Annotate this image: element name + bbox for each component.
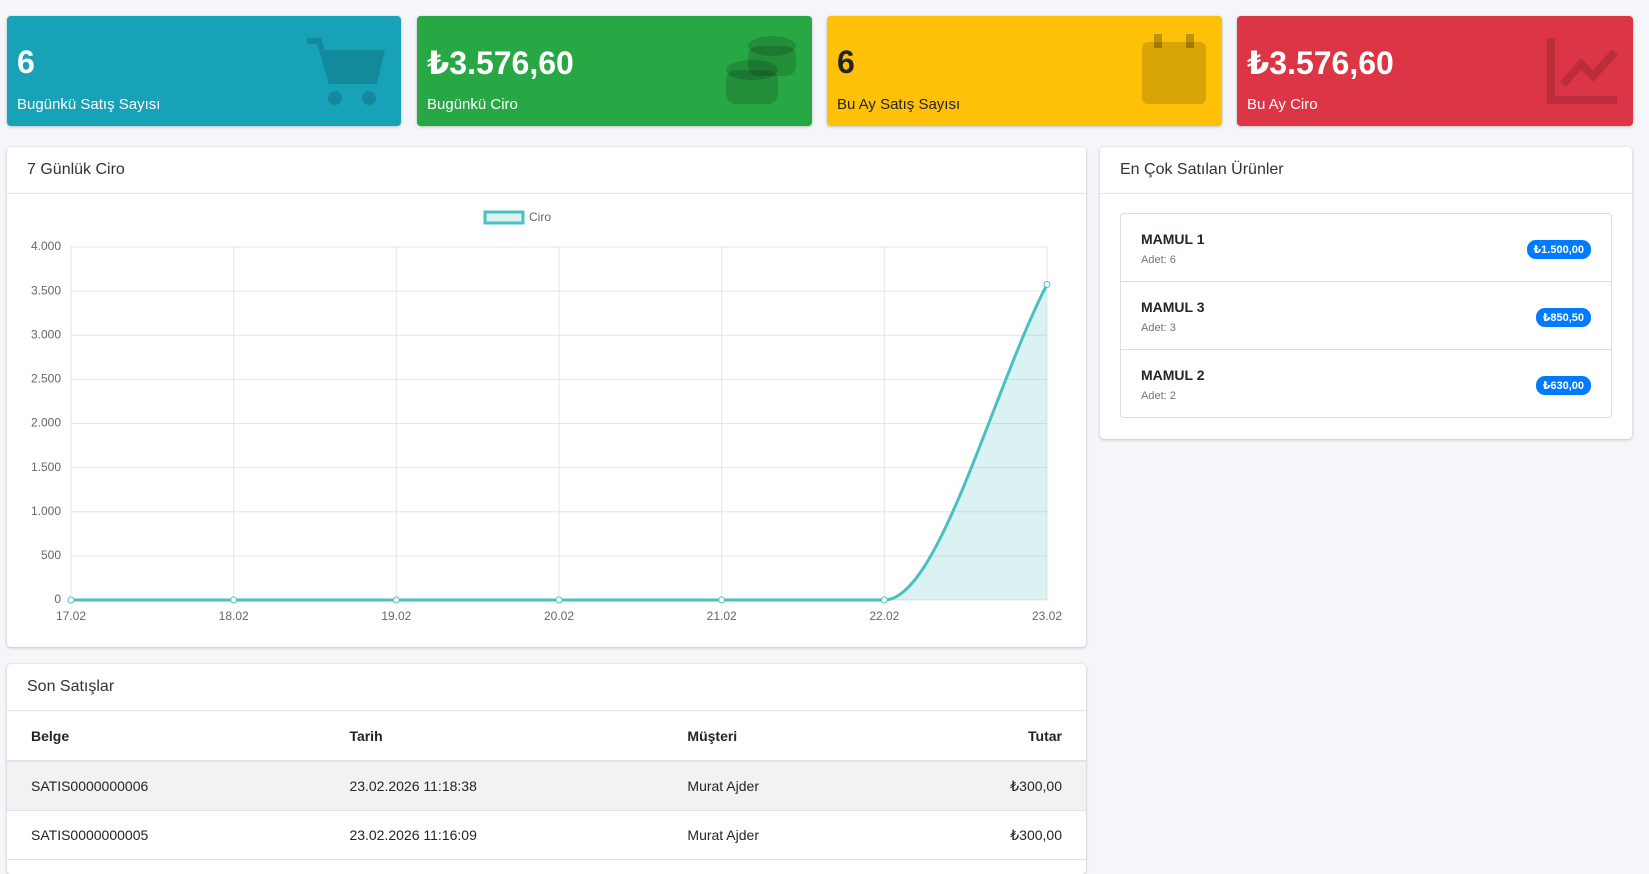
table-body: SATIS0000000006 23.02.2026 11:18:38 Murat …	[7, 761, 1086, 860]
product-amount: ₺630,00	[1535, 376, 1591, 395]
sales-panel: Son Satışlar Belge Tarih Müşteri Tutar SATI…	[7, 664, 1086, 874]
cart-icon	[307, 38, 385, 105]
x-tick-label: 20.02	[544, 609, 574, 623]
product-name: MAMUL 1	[1141, 231, 1205, 247]
x-tick-label: 18.02	[219, 609, 249, 623]
product-item: MAMUL 2 Adet: 2 ₺630,00	[1121, 350, 1611, 417]
point	[392, 596, 400, 604]
column-header: Müşteri	[663, 711, 894, 762]
y-tick-label: 2.500	[31, 372, 61, 386]
sales-table: Belge Tarih Müşteri Tutar SATIS0000000006 23…	[7, 711, 1086, 860]
panel-title: Son Satışlar	[7, 664, 1086, 711]
stat-value: 6	[17, 44, 35, 80]
stat-value: 6	[837, 44, 855, 80]
product-qty: Adet: 3	[1141, 322, 1176, 334]
products-panel: En Çok Satılan Ürünler MAMUL 1 Adet: 6 ₺1.…	[1100, 147, 1632, 439]
y-tick-label: 1.500	[31, 460, 61, 474]
table-cell: SATIS0000000006	[7, 761, 326, 811]
table-cell: ₺300,00	[893, 810, 1086, 860]
chart-panel: 7 Günlük Ciro 0 500 1.000 1.500 2.000 2.500 3.…	[7, 147, 1086, 647]
table-cell: 23.02.2026 11:16:09	[325, 810, 664, 860]
stat-value: ₺3.576,60	[1247, 45, 1394, 81]
x-tick-label: 22.02	[869, 609, 899, 623]
calendar-icon	[1142, 34, 1206, 104]
panel-title: En Çok Satılan Ürünler	[1100, 147, 1632, 194]
point	[230, 596, 238, 604]
stat-card: ₺3.576,60 Bugünkü Ciro	[417, 16, 812, 126]
product-name: MAMUL 2	[1141, 367, 1205, 383]
table-row: SATIS0000000005 23.02.2026 11:16:09 Murat …	[7, 810, 1086, 860]
product-qty: Adet: 6	[1141, 254, 1176, 266]
legend-swatch	[483, 210, 525, 225]
table-cell: Murat Ajder	[663, 761, 894, 811]
point	[555, 596, 563, 604]
area	[71, 284, 1047, 600]
stat-value: ₺3.576,60	[427, 45, 574, 81]
column-header: Belge	[7, 711, 326, 762]
stat-card: 6 Bu Ay Satış Sayısı	[827, 16, 1222, 126]
y-tick-label: 3.500	[31, 283, 61, 297]
stat-label: Bu Ay Ciro	[1247, 96, 1318, 113]
product-item: MAMUL 1 Adet: 6 ₺1.500,00	[1121, 214, 1611, 282]
table-cell: 23.02.2026 11:18:38	[325, 761, 664, 811]
line-chart: 0 500 1.000 1.500 2.000 2.500 3.000 3.500 4.000 1…	[31, 210, 1062, 623]
chart-icon	[1547, 38, 1618, 104]
stat-label: Bugünkü Satış Sayısı	[17, 96, 161, 113]
column-header: Tarih	[325, 711, 664, 762]
product-name: MAMUL 3	[1141, 299, 1205, 315]
y-tick-label: 0	[54, 592, 61, 606]
stat-label: Bugünkü Ciro	[427, 96, 518, 113]
x-tick-label: 21.02	[707, 609, 737, 623]
stat-card: ₺3.576,60 Bu Ay Ciro	[1237, 16, 1633, 126]
table-cell: ₺300,00	[893, 761, 1086, 811]
column-header: Tutar	[893, 711, 1086, 762]
table-cell: Murat Ajder	[663, 810, 894, 860]
panel-title: 7 Günlük Ciro	[7, 147, 1086, 194]
product-amount: ₺850,50	[1535, 308, 1591, 327]
y-tick-label: 500	[41, 548, 61, 562]
header-row: Belge Tarih Müşteri Tutar	[7, 711, 1086, 762]
y-tick-label: 3.000	[31, 327, 61, 341]
product-list: MAMUL 1 Adet: 6 ₺1.500,00 MAMUL 3 Adet: 3 ₺85…	[1120, 213, 1612, 418]
point	[1043, 280, 1051, 288]
product-qty: Adet: 2	[1141, 390, 1176, 402]
x-tick-label: 19.02	[381, 609, 411, 623]
product-amount: ₺1.500,00	[1526, 240, 1591, 259]
point	[67, 596, 75, 604]
coins-icon	[726, 36, 796, 104]
y-tick-label: 2.000	[31, 416, 61, 430]
x-tick-label: 23.02	[1032, 609, 1062, 623]
table-cell: SATIS0000000005	[7, 810, 326, 860]
point	[880, 596, 888, 604]
legend-label: Ciro	[529, 210, 551, 224]
x-tick-label: 17.02	[56, 609, 86, 623]
product-item: MAMUL 3 Adet: 3 ₺850,50	[1121, 282, 1611, 350]
table-row: SATIS0000000006 23.02.2026 11:18:38 Murat …	[7, 761, 1086, 811]
stat-card: 6 Bugünkü Satış Sayısı	[7, 16, 401, 126]
point	[718, 596, 726, 604]
stat-label: Bu Ay Satış Sayısı	[837, 96, 961, 113]
y-tick-label: 4.000	[31, 239, 61, 253]
y-tick-label: 1.000	[31, 504, 61, 518]
